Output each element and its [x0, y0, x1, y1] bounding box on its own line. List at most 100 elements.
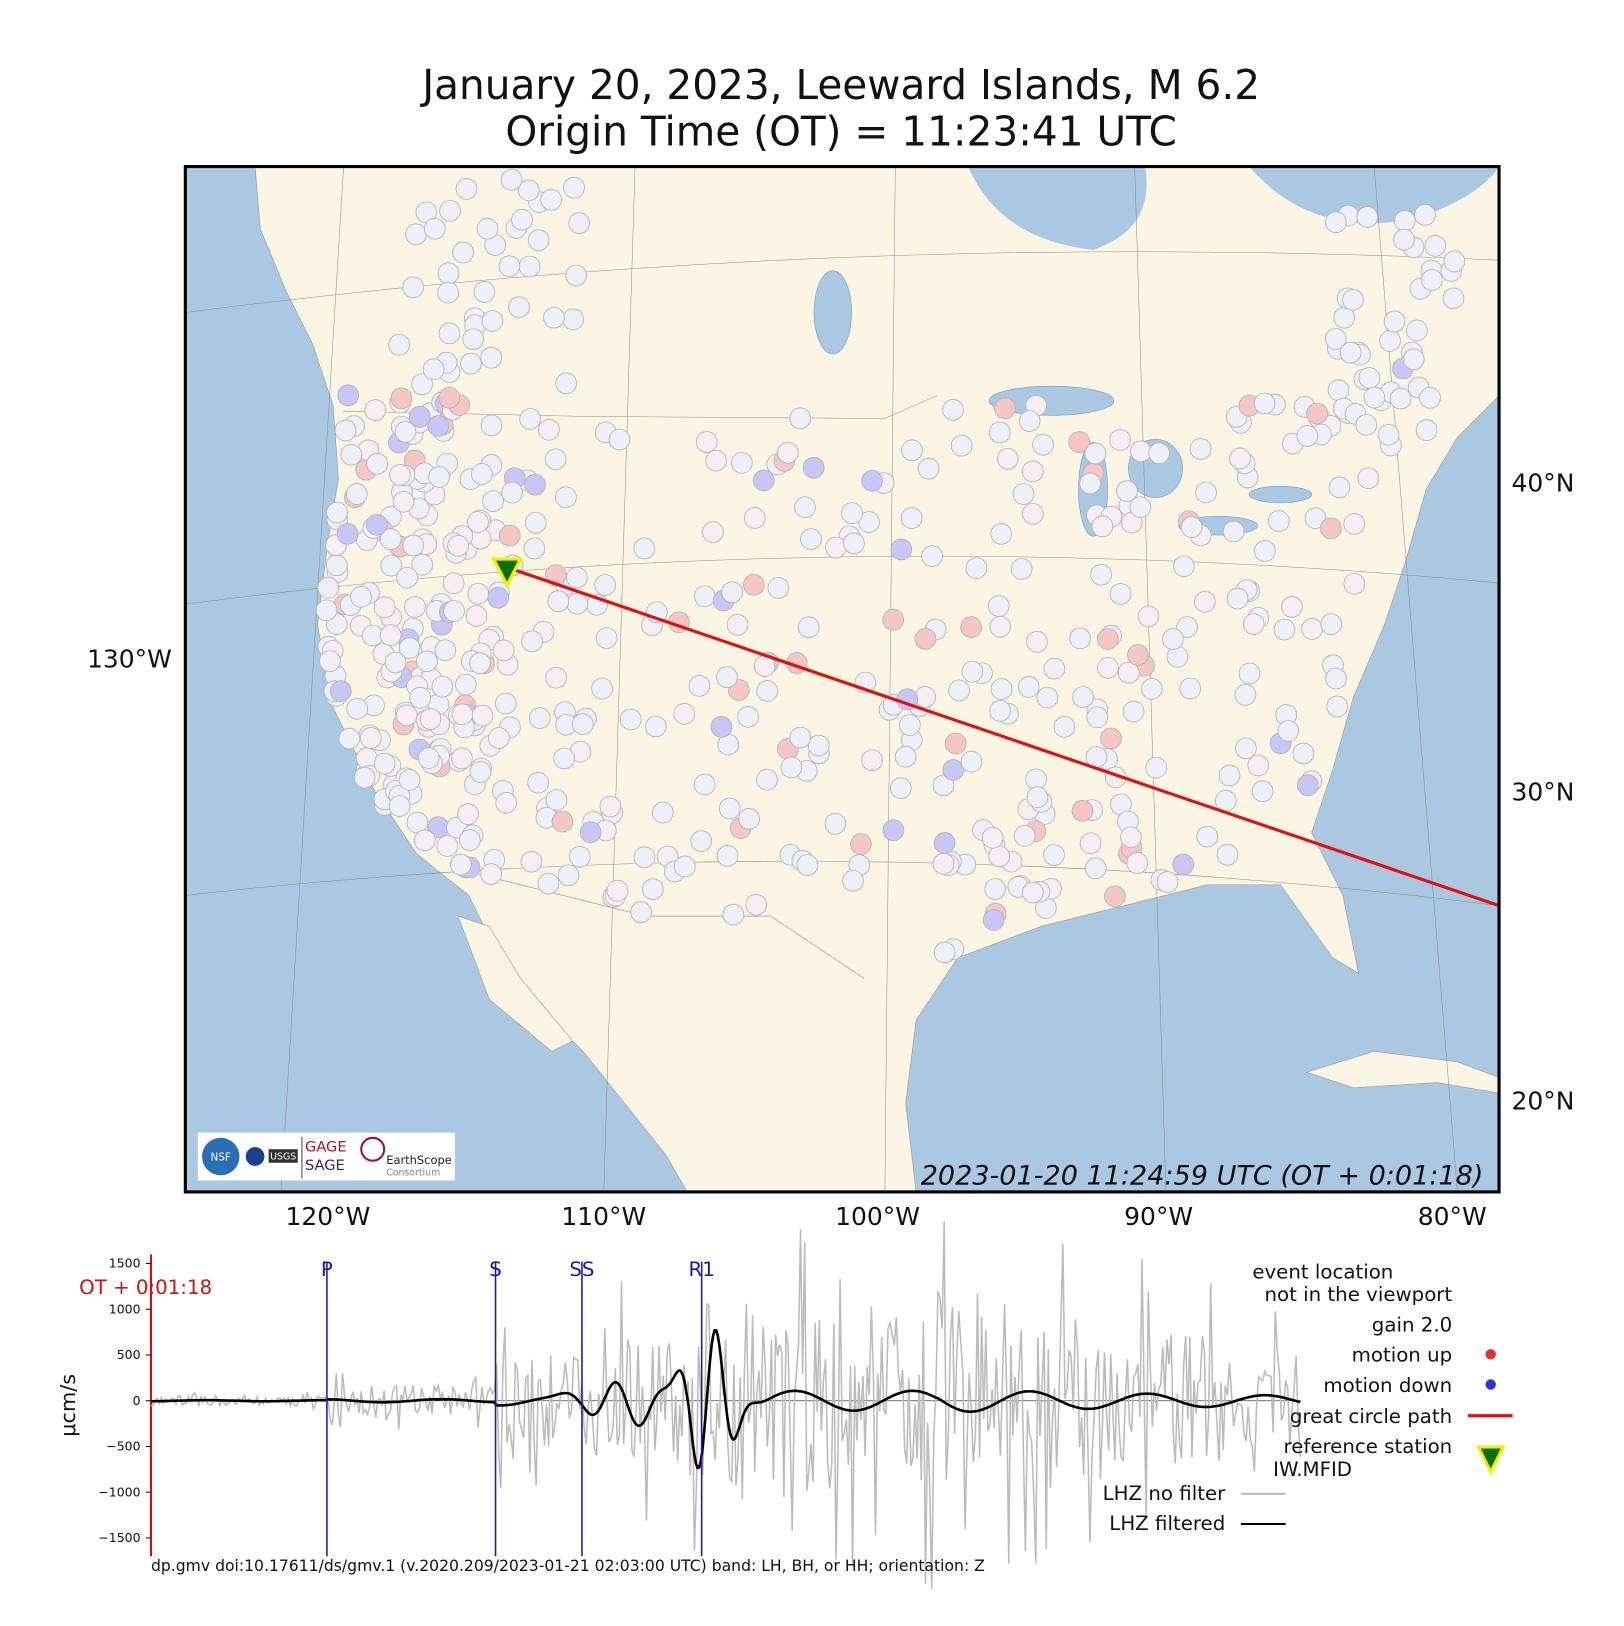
station	[361, 624, 384, 647]
logo-nasa	[245, 1147, 265, 1166]
station	[1090, 563, 1112, 586]
station	[948, 679, 970, 702]
station	[710, 716, 733, 738]
station	[498, 524, 521, 547]
station	[988, 421, 1011, 444]
station	[1281, 595, 1303, 618]
station	[777, 441, 799, 464]
station	[1096, 628, 1119, 650]
station	[1343, 513, 1366, 535]
station	[722, 903, 745, 926]
station	[984, 878, 1006, 900]
station	[544, 448, 567, 471]
station	[950, 434, 973, 457]
station	[1419, 387, 1441, 409]
logo-text: SAGE	[305, 1157, 345, 1174]
station	[482, 490, 504, 513]
station	[824, 812, 847, 835]
station	[756, 768, 778, 791]
station	[392, 490, 415, 513]
station	[447, 534, 469, 557]
station	[882, 608, 905, 631]
lat-label: 20°N	[1512, 1087, 1575, 1116]
station	[1247, 754, 1270, 777]
logo-text: USGS	[270, 1152, 296, 1163]
station	[411, 553, 434, 576]
station	[861, 749, 883, 772]
station	[500, 169, 523, 191]
legend-text: LHZ no filter	[1103, 1482, 1226, 1505]
station	[1104, 885, 1126, 908]
map: NSF USGS GAGE SAGE EarthScope Consortium…	[185, 166, 1500, 1192]
station	[1326, 695, 1348, 718]
station	[890, 777, 912, 800]
station	[555, 486, 577, 509]
station	[960, 750, 983, 773]
station	[460, 352, 482, 375]
station	[1079, 472, 1102, 495]
trace-filtered	[150, 1328, 1301, 1470]
station	[789, 726, 812, 749]
station	[594, 574, 617, 596]
station	[942, 759, 965, 781]
legend-text: great circle path	[1290, 1405, 1452, 1428]
station	[858, 511, 880, 533]
station	[346, 697, 369, 720]
station	[633, 537, 656, 560]
station	[738, 808, 760, 830]
station	[1296, 774, 1319, 797]
station	[457, 803, 479, 825]
station	[366, 513, 388, 536]
stations	[315, 169, 1466, 964]
station	[566, 566, 588, 589]
station	[1325, 667, 1347, 690]
station	[619, 708, 642, 731]
station	[599, 795, 622, 818]
station	[498, 255, 521, 278]
station	[894, 745, 917, 768]
station	[1117, 661, 1140, 684]
station	[718, 797, 741, 820]
title: Origin Time (OT) = 11:23:41 UTC	[505, 108, 1177, 156]
station	[568, 212, 590, 234]
station	[1173, 555, 1195, 578]
station	[469, 652, 491, 675]
station	[1226, 587, 1249, 610]
y-tick-label: 1000	[109, 1301, 141, 1316]
station	[1194, 590, 1216, 613]
lat-label: 40°N	[1512, 468, 1575, 497]
station	[1120, 826, 1142, 849]
station	[1100, 727, 1122, 750]
station	[1389, 387, 1412, 410]
land	[1305, 1051, 1500, 1094]
station	[944, 732, 967, 755]
station	[315, 599, 338, 622]
station	[390, 387, 413, 410]
station	[487, 586, 510, 609]
station	[1109, 583, 1132, 605]
station	[379, 624, 402, 646]
station	[396, 566, 418, 589]
station	[1234, 684, 1257, 706]
station	[694, 585, 716, 607]
station	[480, 863, 502, 885]
station	[480, 414, 503, 437]
station	[488, 727, 510, 749]
station	[850, 833, 872, 855]
legend-text: not in the viewport	[1264, 1283, 1452, 1306]
logo-text: NSF	[211, 1152, 231, 1164]
great-circle-path	[506, 565, 1500, 908]
station	[442, 572, 465, 595]
station	[705, 449, 728, 472]
station	[1127, 644, 1149, 666]
station	[1242, 613, 1265, 635]
station	[454, 673, 477, 696]
station	[1328, 476, 1351, 499]
station	[465, 605, 488, 627]
time-label: OT + 0:01:18	[79, 1276, 212, 1299]
logos	[197, 1132, 455, 1181]
station	[994, 397, 1016, 420]
station	[547, 590, 570, 613]
station	[1379, 330, 1401, 352]
station	[467, 511, 489, 533]
